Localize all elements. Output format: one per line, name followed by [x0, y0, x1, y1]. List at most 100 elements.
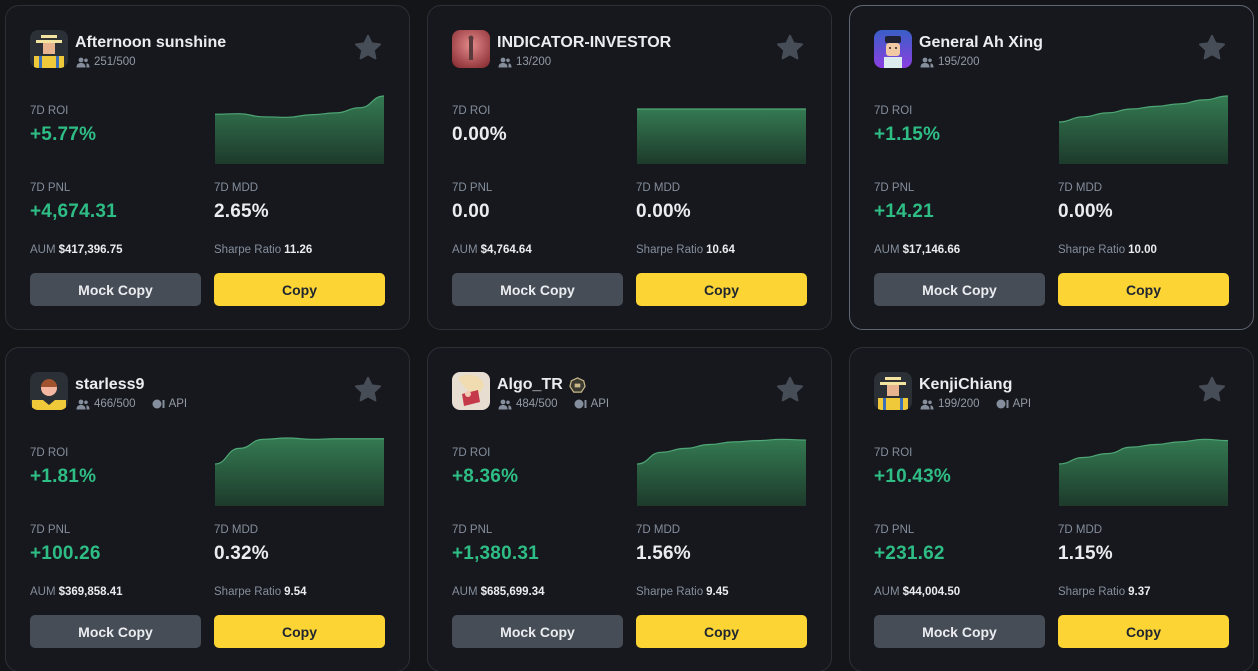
copy-button[interactable]: Copy — [214, 615, 385, 648]
pnl-value: +100.26 — [30, 543, 101, 564]
aum-value: $17,146.66 — [902, 244, 961, 256]
api-icon — [996, 399, 1009, 409]
red-photo-avatar-icon — [452, 30, 490, 68]
trader-name-row[interactable]: INDICATOR-INVESTOR — [497, 34, 671, 52]
people-icon — [920, 57, 934, 67]
pnl-label: 7D PNL — [452, 182, 493, 194]
mdd-value: 1.15% — [1058, 543, 1113, 564]
trader-meta: 251/500 — [76, 56, 136, 68]
trader-avatar[interactable] — [30, 30, 68, 68]
trader-avatar[interactable] — [452, 372, 490, 410]
trader-name-row[interactable]: starless9 — [75, 376, 144, 394]
farmer-yellow-avatar-icon — [874, 372, 912, 410]
favorite-star-icon[interactable] — [1197, 33, 1227, 63]
api-tag: API — [574, 398, 609, 410]
mock-copy-button[interactable]: Mock Copy — [452, 273, 623, 306]
pnl-label: 7D PNL — [874, 524, 915, 536]
mdd-value: 1.56% — [636, 543, 691, 564]
roi-value: 0.00% — [452, 124, 507, 145]
trader-name[interactable]: INDICATOR-INVESTOR — [497, 34, 672, 51]
copy-button[interactable]: Copy — [1058, 615, 1229, 648]
api-label: API — [1012, 398, 1032, 410]
trader-name-row[interactable]: General Ah Xing — [919, 34, 1043, 52]
trader-name[interactable]: KenjiChiang — [919, 376, 1013, 393]
trader-card-2[interactable]: General Ah Xing 195/200 7D ROI +1.15% — [849, 5, 1254, 330]
sharpe-row: Sharpe Ratio 10.00 — [1058, 244, 1157, 256]
trader-name-row[interactable]: KenjiChiang — [919, 376, 1012, 394]
trader-name[interactable]: Afternoon sunshine — [75, 34, 227, 51]
trader-card-4[interactable]: Algo_TR 484/500 API 7D — [427, 347, 832, 671]
aum-label: AUM — [452, 586, 478, 598]
aum-row: AUM $685,699.34 — [452, 586, 545, 598]
api-tag: API — [996, 398, 1032, 410]
sharpe-value: 9.45 — [706, 586, 729, 598]
default-brown-hair-avatar-icon — [30, 372, 68, 410]
follower-count: 195/200 — [938, 56, 980, 68]
pnl-label: 7D PNL — [874, 182, 915, 194]
roi-label: 7D ROI — [452, 105, 491, 117]
trader-card-0[interactable]: Afternoon sunshine 251/500 7D ROI +5.77% — [5, 5, 410, 330]
sharpe-row: Sharpe Ratio 9.45 — [636, 586, 729, 598]
favorite-star-icon[interactable] — [353, 33, 383, 63]
favorite-star-icon[interactable] — [775, 33, 805, 63]
trader-avatar[interactable] — [452, 30, 490, 68]
favorite-star-icon[interactable] — [1197, 375, 1227, 405]
people-icon — [498, 57, 512, 67]
favorite-star-icon[interactable] — [775, 375, 805, 405]
trader-avatar[interactable] — [30, 372, 68, 410]
sharpe-row: Sharpe Ratio 10.64 — [636, 244, 735, 256]
mock-copy-button[interactable]: Mock Copy — [452, 615, 623, 648]
roi-value: +5.77% — [30, 124, 97, 145]
api-tag: API — [152, 398, 188, 410]
pnl-label: 7D PNL — [30, 182, 71, 194]
sharpe-value: 9.37 — [1128, 586, 1151, 598]
trader-meta: 466/500 API — [76, 398, 187, 410]
aum-row: AUM $44,004.50 — [874, 586, 960, 598]
copy-button[interactable]: Copy — [636, 273, 807, 306]
rank-badge-icon — [569, 376, 586, 394]
trader-meta: 13/200 — [498, 56, 551, 68]
api-icon — [152, 399, 165, 409]
mdd-label: 7D MDD — [214, 182, 259, 194]
mock-copy-button[interactable]: Mock Copy — [30, 273, 201, 306]
cartoon-officer-avatar-icon — [874, 30, 912, 68]
sharpe-label: Sharpe Ratio — [214, 244, 282, 256]
aum-value: $4,764.64 — [480, 244, 532, 256]
roi-sparkline-chart — [637, 432, 806, 506]
mock-copy-button[interactable]: Mock Copy — [874, 615, 1045, 648]
favorite-star-icon[interactable] — [353, 375, 383, 405]
mdd-label: 7D MDD — [1058, 524, 1103, 536]
roi-value: +1.81% — [30, 466, 97, 487]
people-icon — [76, 399, 90, 409]
trader-avatar[interactable] — [874, 30, 912, 68]
copy-button[interactable]: Copy — [214, 273, 385, 306]
roi-value: +10.43% — [874, 466, 951, 487]
trader-avatar[interactable] — [874, 372, 912, 410]
mock-copy-button[interactable]: Mock Copy — [874, 273, 1045, 306]
sharpe-label: Sharpe Ratio — [214, 586, 282, 598]
copy-button[interactable]: Copy — [1058, 273, 1229, 306]
farmer-yellow-avatar-icon — [30, 30, 68, 68]
roi-value: +8.36% — [452, 466, 519, 487]
trader-name[interactable]: Algo_TR — [497, 376, 563, 393]
copy-button[interactable]: Copy — [636, 615, 807, 648]
trader-name[interactable]: starless9 — [75, 376, 145, 393]
aum-value: $369,858.41 — [58, 586, 123, 598]
roi-sparkline-chart — [215, 432, 384, 506]
aum-row: AUM $369,858.41 — [30, 586, 123, 598]
roi-sparkline-chart — [215, 90, 384, 164]
trader-card-5[interactable]: KenjiChiang 199/200 API — [849, 347, 1254, 671]
api-label: API — [168, 398, 188, 410]
trader-name[interactable]: General Ah Xing — [919, 34, 1043, 51]
roi-label: 7D ROI — [452, 447, 491, 459]
trader-meta: 195/200 — [920, 56, 980, 68]
mock-copy-button[interactable]: Mock Copy — [30, 615, 201, 648]
aum-row: AUM $4,764.64 — [452, 244, 532, 256]
aum-label: AUM — [30, 586, 56, 598]
trader-card-1[interactable]: INDICATOR-INVESTOR 13/200 7D ROI 0.00% — [427, 5, 832, 330]
trader-name-row[interactable]: Afternoon sunshine — [75, 34, 226, 52]
aum-value: $685,699.34 — [480, 586, 545, 598]
trader-card-3[interactable]: starless9 466/500 API — [5, 347, 410, 671]
trader-name-row[interactable]: Algo_TR — [497, 376, 586, 394]
aum-label: AUM — [452, 244, 478, 256]
